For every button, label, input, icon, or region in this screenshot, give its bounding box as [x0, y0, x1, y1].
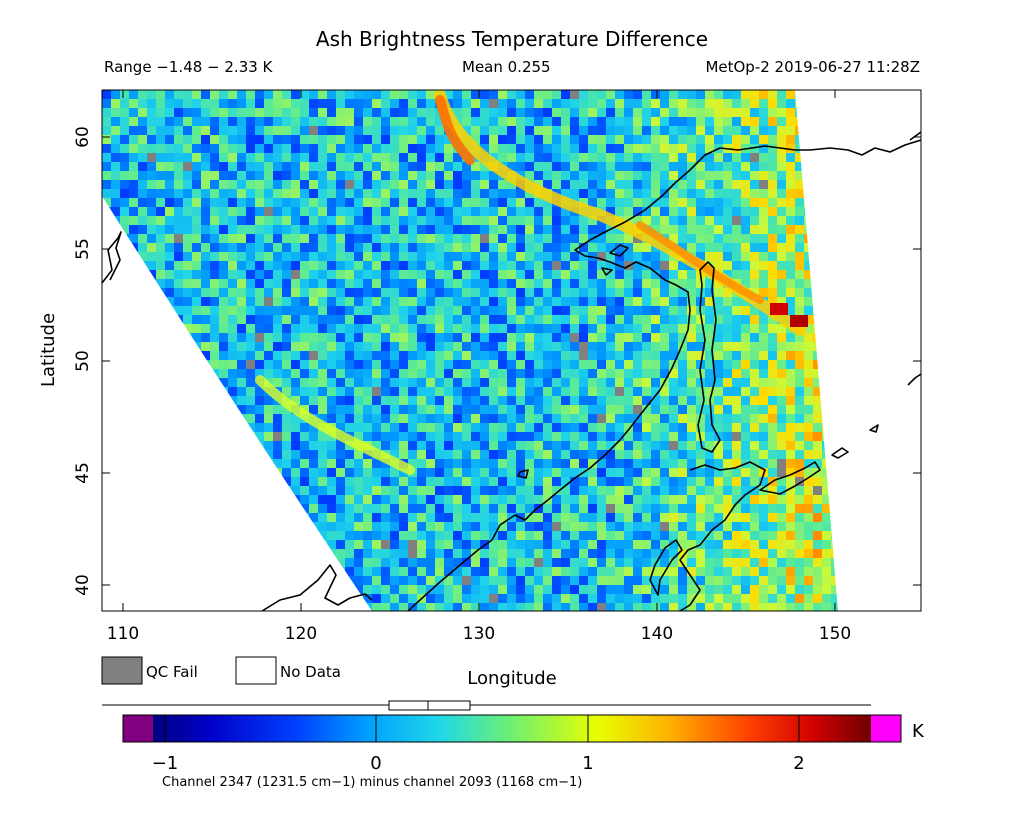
qc-fail-label: QC Fail: [146, 663, 198, 681]
lon-tick-label: 140: [641, 624, 673, 644]
colorbar-gradient: [153, 715, 871, 742]
no-data-swatch: [235, 656, 277, 685]
range-indicator: [102, 700, 871, 711]
map-frame: [101, 89, 922, 612]
satellite-text: MetOp-2 2019-06-27 11:28Z: [705, 58, 920, 76]
lat-tick-label: 40: [73, 574, 93, 596]
lon-tick-label: 120: [285, 624, 317, 644]
no-data-label: No Data: [280, 663, 341, 681]
lon-axis: [122, 90, 836, 611]
lon-tick-label: 130: [463, 624, 495, 644]
colorbar-tick-label: 0: [370, 753, 381, 774]
colorbar-tick-label: −1: [152, 753, 179, 774]
y-axis-label: Latitude: [38, 313, 59, 387]
lat-tick-label: 45: [73, 462, 93, 484]
colorbar-tick-label: 2: [793, 753, 804, 774]
range-text: Range −1.48 − 2.33 K: [104, 58, 274, 76]
coastlines: [102, 131, 921, 611]
map-panel: [102, 90, 921, 611]
lat-tick-label: 50: [73, 350, 93, 372]
map-title: Ash Brightness Temperature Difference: [316, 27, 708, 51]
lat-tick-label: 55: [73, 238, 93, 260]
lon-tick-label: 110: [107, 624, 139, 644]
colorbar-unit: K: [912, 721, 925, 742]
colorbar-frame: [122, 714, 902, 743]
colorbar-ticks: [164, 715, 800, 742]
x-axis-label: Longitude: [467, 668, 557, 689]
mean-text: Mean 0.255: [462, 58, 551, 76]
colorbar-high-cap: [871, 715, 901, 742]
lat-axis: [102, 136, 921, 586]
lon-tick-label: 150: [819, 624, 851, 644]
colorbar-caption: Channel 2347 (1231.5 cm−1) minus channel…: [162, 775, 582, 790]
colorbar-tick-label: 1: [582, 753, 593, 774]
qc-fail-swatch: [101, 656, 143, 685]
colorbar-low-cap: [123, 715, 153, 742]
lat-tick-label: 60: [73, 126, 93, 148]
